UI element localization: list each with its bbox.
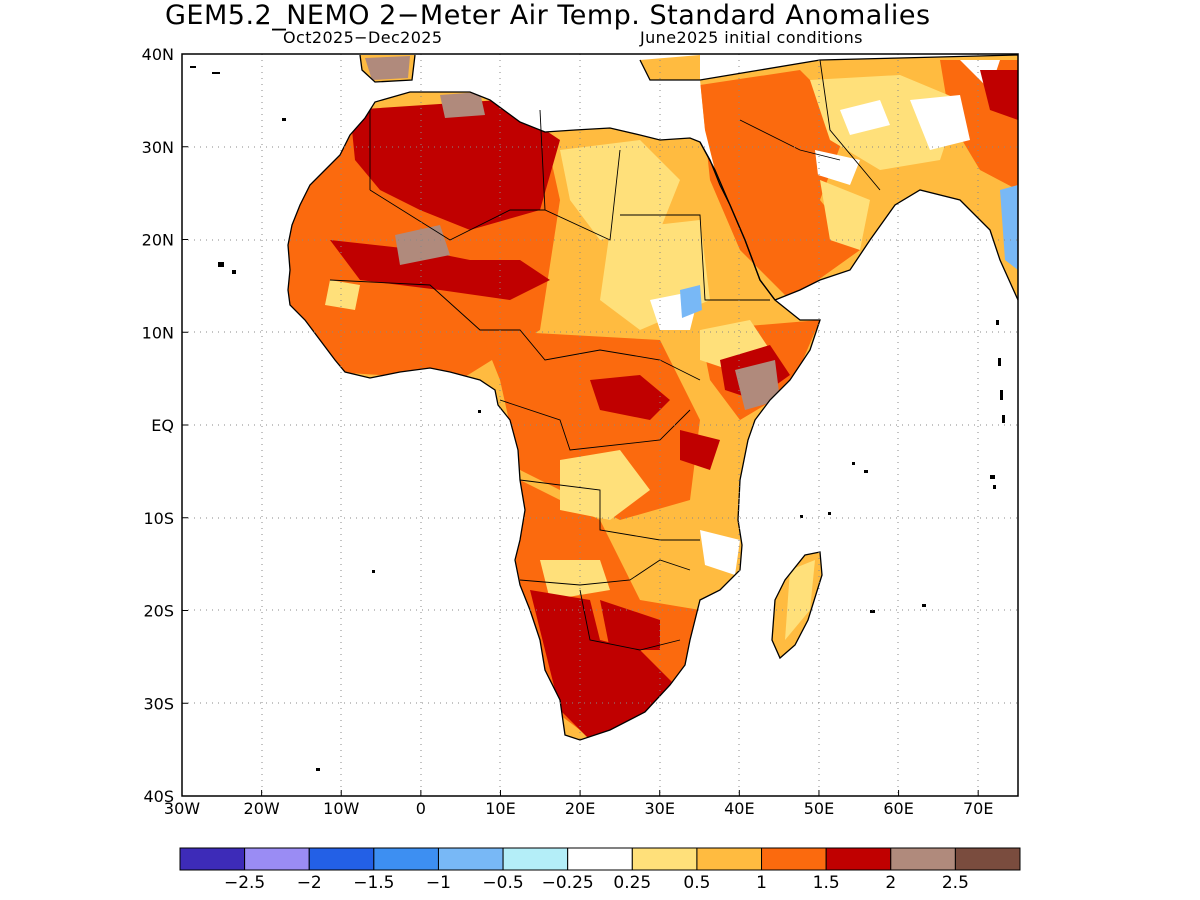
- colorbar-label: 2: [885, 873, 896, 893]
- colorbar-swatch: [954, 847, 1021, 871]
- colorbar-label: −0.25: [542, 873, 594, 893]
- colorbar-swatch: [567, 847, 633, 871]
- lat-tick-label: 40S: [143, 787, 174, 806]
- colorbar: −2.5 −2 −1.5 −1 −0.5 −0.25 0.25 0.5 1 1.5 2 2.5: [179, 847, 1021, 893]
- lon-tick-label: 30E: [644, 799, 674, 818]
- colorbar-label: −1.5: [353, 873, 394, 893]
- colorbar-swatch: [631, 847, 698, 871]
- lon-tick-label: 10E: [485, 799, 515, 818]
- colorbar-label: −2.5: [224, 873, 265, 893]
- colorbar-label: 1.5: [813, 873, 840, 893]
- colorbar-swatch: [502, 847, 569, 871]
- lat-tick-label: EQ: [151, 416, 174, 435]
- colorbar-swatch: [825, 847, 892, 871]
- colorbar-label: 2.5: [942, 873, 969, 893]
- forecast-period: Oct2025−Dec2025: [283, 28, 443, 47]
- colorbar-swatch: [696, 847, 763, 871]
- lon-tick-label: 70E: [963, 799, 993, 818]
- lon-tick-label: 0: [416, 799, 426, 818]
- lon-tick-label: 40E: [724, 799, 754, 818]
- lon-tick-label: 10W: [323, 799, 359, 818]
- chart-title: GEM5.2_NEMO 2−Meter Air Temp. Standard A…: [165, 0, 931, 31]
- lat-tick-label: 10N: [142, 323, 174, 342]
- colorbar-label: 0.25: [613, 873, 651, 893]
- colorbar-label: 1: [756, 873, 767, 893]
- colorbar-swatch: [308, 847, 375, 871]
- lon-tick-label: 30W: [164, 799, 200, 818]
- lat-tick-label: 40N: [142, 45, 174, 64]
- colorbar-label: −1: [426, 873, 451, 893]
- lon-tick-label: 20E: [565, 799, 595, 818]
- lat-tick-label: 20S: [143, 602, 174, 621]
- colorbar-label: 0.5: [683, 873, 710, 893]
- lon-tick-label: 60E: [883, 799, 913, 818]
- lat-tick-label: 30N: [142, 138, 174, 157]
- colorbar-label: −2: [297, 873, 322, 893]
- latitude-axis: 40N 30N 20N 10N EQ 10S 20S 30S 40S: [142, 45, 188, 806]
- lon-tick-label: 50E: [804, 799, 834, 818]
- colorbar-swatch: [437, 847, 504, 871]
- lat-tick-label: 30S: [143, 694, 174, 713]
- initial-conditions: June2025 initial conditions: [640, 28, 863, 47]
- colorbar-swatch: [890, 847, 956, 871]
- colorbar-swatch: [244, 847, 310, 871]
- colorbar-label: −0.5: [482, 873, 523, 893]
- colorbar-swatch: [761, 847, 827, 871]
- lat-tick-label: 20N: [142, 231, 174, 250]
- colorbar-swatch: [179, 847, 246, 871]
- longitude-axis: 30W 20W 10W 0 10E 20E 30E 40E 50E 60E 70E: [164, 790, 993, 818]
- lon-tick-label: 20W: [244, 799, 280, 818]
- lat-tick-label: 10S: [143, 509, 174, 528]
- colorbar-swatch: [373, 847, 439, 871]
